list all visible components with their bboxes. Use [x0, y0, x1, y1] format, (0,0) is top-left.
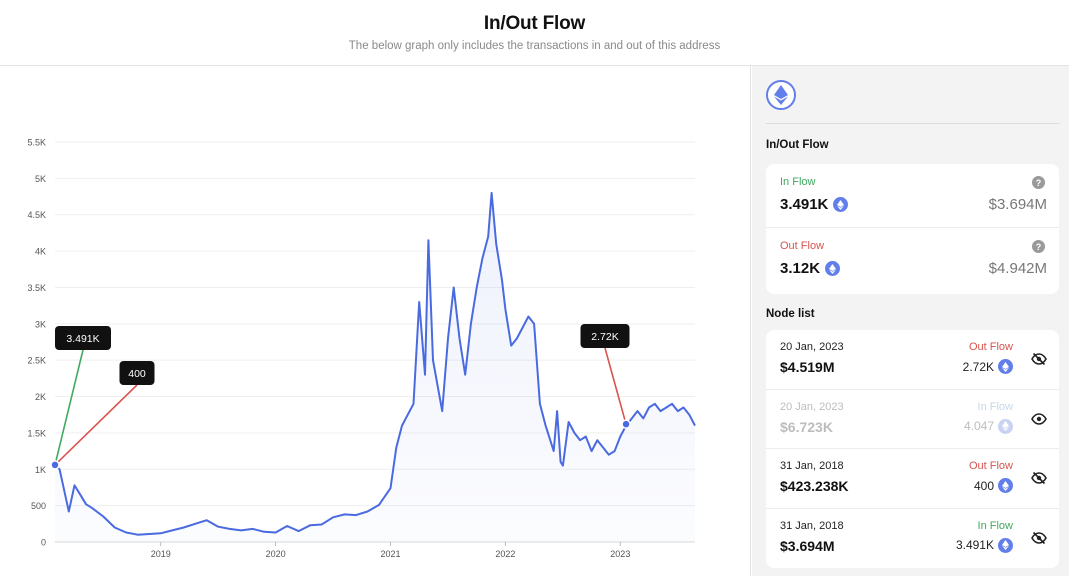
- annotation-label-box: [119, 361, 155, 385]
- sidebar: In/Out Flow In Flow ? 3.491K $3.694M Out…: [752, 66, 1069, 576]
- in-flow-usd: $3.694M: [988, 196, 1047, 213]
- annotation-label-box: [580, 324, 630, 348]
- node-date: 20 Jan, 2023: [780, 341, 844, 353]
- y-tick-label: 500: [31, 501, 46, 511]
- flow-chart-svg[interactable]: 0 500 1K 1.5K 2K 2.5K 3K 3.5K 4K 4.5K 5K 5.5K 2019 2…: [0, 66, 750, 576]
- y-tick-label: 5K: [35, 174, 46, 184]
- node-list-item[interactable]: 31 Jan, 2018 $423.238K Out Flow 400: [766, 449, 1059, 509]
- annotation-label: 400: [128, 368, 146, 380]
- annotation-point[interactable]: [621, 419, 631, 429]
- node-direction: In Flow: [977, 400, 1013, 413]
- node-list: 20 Jan, 2023 $4.519M Out Flow 2.72K 20 J…: [766, 330, 1059, 568]
- node-amount-value: 3.491K: [955, 538, 994, 552]
- node-usd: $6.723K: [780, 418, 833, 435]
- help-icon[interactable]: ?: [1032, 176, 1045, 189]
- y-tick-label: 4K: [35, 247, 46, 257]
- page-header: In/Out Flow The below graph only include…: [0, 0, 1069, 66]
- flow-chart[interactable]: 0 500 1K 1.5K 2K 2.5K 3K 3.5K 4K 4.5K 5K 5.5K 2019 2…: [0, 66, 751, 576]
- y-tick-label: 5.5K: [27, 138, 46, 148]
- node-amount: 3.491K: [955, 537, 1013, 553]
- y-tick-label: 1.5K: [27, 428, 46, 438]
- page-title: In/Out Flow: [483, 13, 586, 34]
- y-tick-label: 1K: [35, 465, 46, 475]
- node-direction: In Flow: [977, 519, 1013, 532]
- in-out-flow-title: In/Out Flow: [766, 139, 829, 151]
- node-usd: $4.519M: [780, 359, 835, 375]
- node-amount-value: 400: [973, 478, 994, 493]
- out-flow-label: Out Flow: [780, 240, 825, 252]
- help-icon[interactable]: ?: [1032, 240, 1045, 253]
- eth-icon: [998, 359, 1013, 374]
- sidebar-divider: [766, 123, 1060, 124]
- page-subtitle: The below graph only includes the transa…: [348, 40, 721, 52]
- in-flow-amount-value: 3.491K: [780, 196, 829, 213]
- annotation-label-box: [55, 326, 111, 350]
- node-date: 20 Jan, 2023: [780, 400, 844, 413]
- out-flow-usd: $4.942M: [988, 260, 1047, 277]
- node-usd: $3.694M: [780, 537, 835, 554]
- eth-icon: [998, 537, 1013, 553]
- out-flow-row: Out Flow ? 3.12K $4.942M: [766, 228, 1059, 292]
- annotation-point[interactable]: [50, 460, 60, 470]
- node-usd: $423.238K: [780, 478, 849, 494]
- node-list-item[interactable]: 20 Jan, 2023 $6.723K In Flow 4.047: [766, 390, 1059, 449]
- y-tick-label: 2K: [35, 392, 46, 402]
- y-tick-label: 4.5K: [27, 210, 46, 220]
- y-tick-label: 0: [41, 538, 46, 548]
- out-flow-amount: 3.12K: [780, 260, 841, 277]
- node-direction: Out Flow: [968, 460, 1013, 472]
- in-flow-row: In Flow ? 3.491K $3.694M: [766, 164, 1059, 228]
- flow-summary-card: In Flow ? 3.491K $3.694M Out Flow ? 3.12…: [766, 164, 1059, 294]
- eye-off-icon[interactable]: [1031, 470, 1047, 486]
- y-tick-label: 2.5K: [27, 356, 46, 366]
- node-list-item[interactable]: 20 Jan, 2023 $4.519M Out Flow 2.72K: [766, 330, 1059, 390]
- eye-off-icon[interactable]: [1031, 351, 1047, 367]
- node-amount-value: 2.72K: [962, 359, 994, 374]
- node-date: 31 Jan, 2018: [780, 519, 844, 532]
- ethereum-logo-icon: [766, 80, 796, 110]
- flow-line: [54, 191, 696, 536]
- annotation-connector: [54, 384, 138, 466]
- eye-off-icon[interactable]: [1031, 530, 1047, 546]
- y-tick-label: 3.5K: [27, 283, 46, 293]
- annotation-label: 2.72K: [591, 331, 618, 343]
- flow-area: [55, 192, 695, 542]
- annotation-connector: [54, 349, 84, 466]
- node-direction: Out Flow: [968, 341, 1013, 353]
- node-amount: 4.047: [963, 418, 1013, 434]
- y-tick-label: 3K: [35, 319, 46, 329]
- x-tick-label: 2021: [380, 549, 400, 559]
- eye-icon[interactable]: [1031, 411, 1047, 427]
- x-tick-label: 2023: [610, 549, 630, 559]
- node-amount-value: 4.047: [963, 419, 994, 433]
- eth-icon: [833, 197, 849, 212]
- eth-icon: [998, 418, 1013, 434]
- eth-icon: [825, 261, 841, 276]
- node-list-title: Node list: [766, 308, 815, 320]
- annotation-connector: [604, 347, 627, 425]
- in-flow-amount: 3.491K: [780, 196, 849, 213]
- in-flow-label: In Flow: [780, 176, 816, 188]
- node-list-item[interactable]: 31 Jan, 2018 $3.694M In Flow 3.491K: [766, 509, 1059, 569]
- node-amount: 2.72K: [963, 359, 1013, 374]
- x-tick-label: 2022: [495, 549, 515, 559]
- x-tick-label: 2019: [151, 549, 171, 559]
- annotation-label: 3.491K: [66, 333, 99, 345]
- eth-icon: [998, 478, 1013, 493]
- x-tick-label: 2020: [266, 549, 286, 559]
- node-amount: 400: [974, 478, 1013, 493]
- node-date: 31 Jan, 2018: [780, 460, 844, 472]
- out-flow-amount-value: 3.12K: [780, 260, 821, 277]
